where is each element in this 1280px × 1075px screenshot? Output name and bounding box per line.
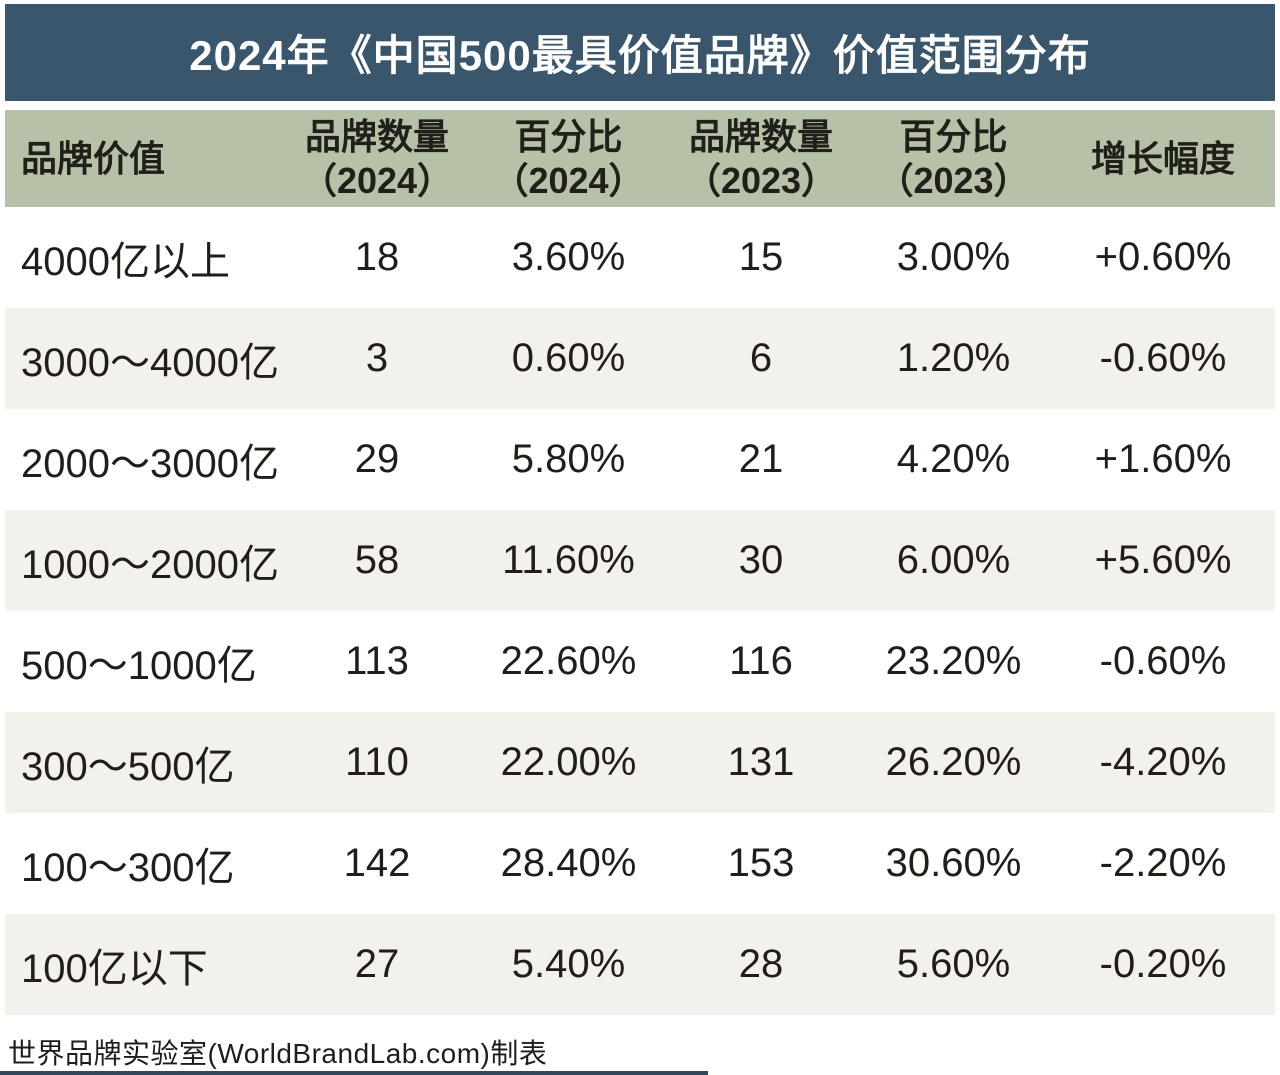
header-cell: 百分比 （2024） [471,115,666,203]
table-row: 100～300亿 142 28.40% 153 30.60% -2.20% [5,813,1275,914]
header-cell-line1: 品牌数量 [688,115,833,157]
table-cell: 4.20% [896,437,1011,481]
table-cell: 3.00% [896,235,1011,279]
table-cell: 30.60% [885,841,1022,885]
table-cell: 15 [738,235,784,279]
table-cell: +1.60% [1094,437,1232,481]
source-credit: 世界品牌实验室(WorldBrandLab.com)制表 [8,1038,548,1069]
table-cell: 30 [738,538,784,582]
table-cell: -4.20% [1099,740,1227,784]
header-cell: 品牌价值 [5,137,283,181]
value-distribution-table: 品牌价值 品牌数量 （2024） 百分比 （2024） 品牌数量 （2023） 百分比 （202… [5,110,1275,1015]
table-cell: 110 [345,740,409,784]
table-cell: 18 [354,235,400,279]
table-cell: -0.60% [1099,639,1227,683]
table-cell: 11.60% [502,538,635,582]
header-cell-line2: （2024） [300,159,454,201]
table-cell: 23.20% [885,639,1022,683]
table-cell: +0.60% [1094,235,1232,279]
header-cell-line1: 百分比 [899,115,1008,157]
header-cell: 品牌数量 （2024） [283,115,471,203]
table-cell: 5.80% [511,437,626,481]
table-cell: 2000～3000亿 [21,441,279,486]
table-row: 500～1000亿 113 22.60% 116 23.20% -0.60% [5,611,1275,712]
table-row: 4000亿以上 18 3.60% 15 3.00% +0.60% [5,207,1275,308]
page-title: 2024年《中国500最具价值品牌》价值范围分布 [189,32,1091,79]
table-cell: 27 [354,942,400,986]
table-row: 3000～4000亿 3 0.60% 6 1.20% -0.60% [5,308,1275,409]
table-row: 1000～2000亿 58 11.60% 30 6.00% +5.60% [5,510,1275,611]
header-cell-line2: （2024） [492,159,645,201]
table-cell: 500～1000亿 [21,643,257,688]
table-cell: 4000亿以上 [21,239,230,284]
table-cell: 6.00% [896,538,1011,582]
header-cell-line2: （2023） [684,159,838,201]
header-cell: 增长幅度 [1051,137,1275,181]
table-cell: -0.60% [1099,336,1227,380]
table-header-row: 品牌价值 品牌数量 （2024） 百分比 （2024） 品牌数量 （2023） 百分比 （202… [5,110,1275,207]
table-cell: 3 [365,336,389,380]
bottom-divider [0,1071,708,1075]
table-row: 300～500亿 110 22.00% 131 26.20% -4.20% [5,712,1275,813]
table-cell: 26.20% [885,740,1022,784]
table-cell: 5.60% [896,942,1011,986]
table-cell: 3000～4000亿 [21,340,279,385]
table-cell: 21 [738,437,784,481]
table-cell: 100亿以下 [21,946,208,991]
table-cell: 113 [345,639,409,683]
header-cell-line1: 品牌数量 [304,115,449,157]
header-cell-line1: 百分比 [514,115,623,157]
table-cell: 22.00% [500,740,637,784]
table-cell: 28 [738,942,784,986]
table-cell: 116 [729,639,793,683]
table-cell: 142 [343,841,411,885]
table-row: 2000～3000亿 29 5.80% 21 4.20% +1.60% [5,409,1275,510]
table-cell: 100～300亿 [21,845,235,890]
table-cell: 1000～2000亿 [21,542,279,587]
table-cell: 58 [354,538,400,582]
table-cell: +5.60% [1094,538,1232,582]
table-cell: 5.40% [511,942,626,986]
header-cell: 品牌数量 （2023） [666,115,856,203]
table-row: 100亿以下 27 5.40% 28 5.60% -0.20% [5,914,1275,1015]
header-cell: 百分比 （2023） [856,115,1051,203]
table-cell: 3.60% [511,235,626,279]
table-cell: 28.40% [500,841,637,885]
table-cell: 29 [354,437,400,481]
table-cell: 22.60% [500,639,637,683]
table-body: 4000亿以上 18 3.60% 15 3.00% +0.60% 3000～4000亿 3 0.… [5,207,1275,1015]
header-cell-line2: （2023） [877,159,1030,201]
table-cell: 0.60% [511,336,626,380]
table-cell: 131 [727,740,795,784]
title-bar: 2024年《中国500最具价值品牌》价值范围分布 [5,4,1275,101]
table-cell: 300～500亿 [21,744,235,789]
table-cell: 1.20% [896,336,1011,380]
table-cell: -0.20% [1099,942,1227,986]
table-cell: 6 [749,336,773,380]
header-cell-line1: 品牌价值 [21,137,166,179]
header-cell-line1: 增长幅度 [1090,137,1235,179]
table-cell: 153 [727,841,795,885]
table-cell: -2.20% [1099,841,1227,885]
